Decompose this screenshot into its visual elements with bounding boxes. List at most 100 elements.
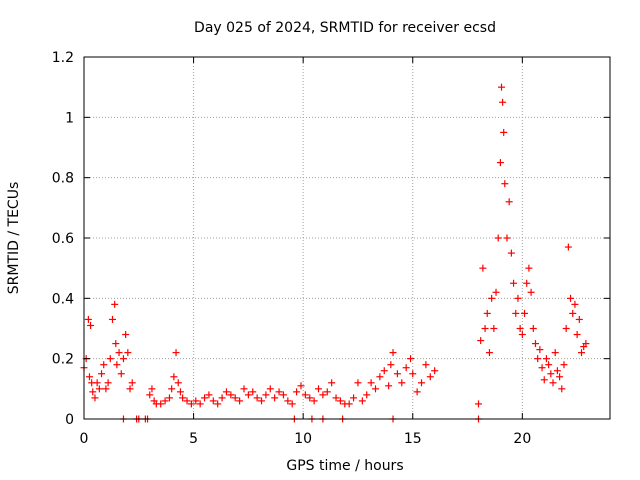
data-point [279,391,287,399]
data-point [244,391,252,399]
data-point [108,315,116,323]
data-point [501,180,509,188]
data-point [514,294,522,302]
data-point [93,379,101,387]
data-point [494,234,502,242]
chart-title: Day 025 of 2024, SRMTID for receiver ecs… [194,20,496,36]
data-point [253,394,261,402]
data-point [376,373,384,381]
data-point [128,379,136,387]
data-point [209,397,217,405]
data-point [187,400,195,408]
data-point [111,300,119,308]
data-point [85,373,93,381]
data-point [236,397,244,405]
data-point [556,373,564,381]
data-point [157,400,165,408]
y-tick-label: 0.4 [52,291,74,307]
y-tick-label: 0.8 [52,171,74,187]
data-point [266,385,274,393]
x-tick-label: 15 [404,431,422,447]
data-point [549,379,557,387]
data-point [354,379,362,387]
data-point [122,331,130,339]
data-point [534,355,542,363]
y-axis-label: SRMTID / TECUs [6,182,22,295]
data-point [573,331,581,339]
data-point [165,394,173,402]
data-point [319,391,327,399]
y-tick-label: 1 [65,110,74,126]
data-point [168,385,176,393]
data-point [222,388,230,396]
x-tick-label: 20 [513,431,531,447]
x-axis-label: GPS time / hours [286,458,403,474]
data-point [503,234,511,242]
data-point [507,249,515,257]
data-point [547,370,555,378]
data-point [301,391,309,399]
data-point [148,385,156,393]
data-point [542,355,550,363]
data-point [492,288,500,296]
data-point [106,355,114,363]
data-point [398,379,406,387]
x-tick-label: 5 [189,431,198,447]
data-point [571,300,579,308]
data-point [196,400,204,408]
data-point [146,391,154,399]
data-point [490,325,498,332]
data-point [89,388,97,396]
x-tick-label: 10 [294,431,312,447]
data-point [525,264,533,272]
data-point [527,288,535,296]
data-point [481,325,489,332]
data-point [500,128,508,136]
data-point [172,349,180,357]
data-point [531,340,539,348]
data-point [498,83,506,91]
data-point [575,315,583,323]
data-point [275,388,283,396]
data-point [560,361,568,369]
data-point [409,370,417,378]
data-point [567,294,575,302]
data-point [258,397,266,405]
data-point [170,373,178,381]
data-point [284,397,292,405]
data-point [345,400,353,408]
data-point [310,397,318,405]
data-point [95,385,103,393]
data-point [179,394,187,402]
data-point [115,349,123,357]
data-point [102,385,110,393]
data-point [293,388,301,396]
data-point [431,367,439,375]
data-point [551,349,559,357]
data-point [126,385,134,393]
data-point [218,394,226,402]
data-point [402,364,410,372]
data-point [119,355,127,363]
data-point [371,385,379,393]
data-point [328,379,336,387]
grid [84,57,610,419]
data-point [332,394,340,402]
data-point [479,264,487,272]
y-tick-label: 0 [65,412,74,428]
data-point [288,400,296,408]
data-point [505,198,513,206]
data-point [545,361,553,369]
data-point [389,349,397,357]
data-point [358,397,366,405]
data-point [104,379,112,387]
data-point [387,361,395,369]
data-point [249,388,257,396]
data-point [262,391,270,399]
axis-ticks: 0 5 10 15 20 0 0.2 0.4 0.6 0.8 1 1.2 [52,50,610,447]
data-point [367,379,375,387]
data-point [518,331,526,339]
data-point [87,321,95,329]
